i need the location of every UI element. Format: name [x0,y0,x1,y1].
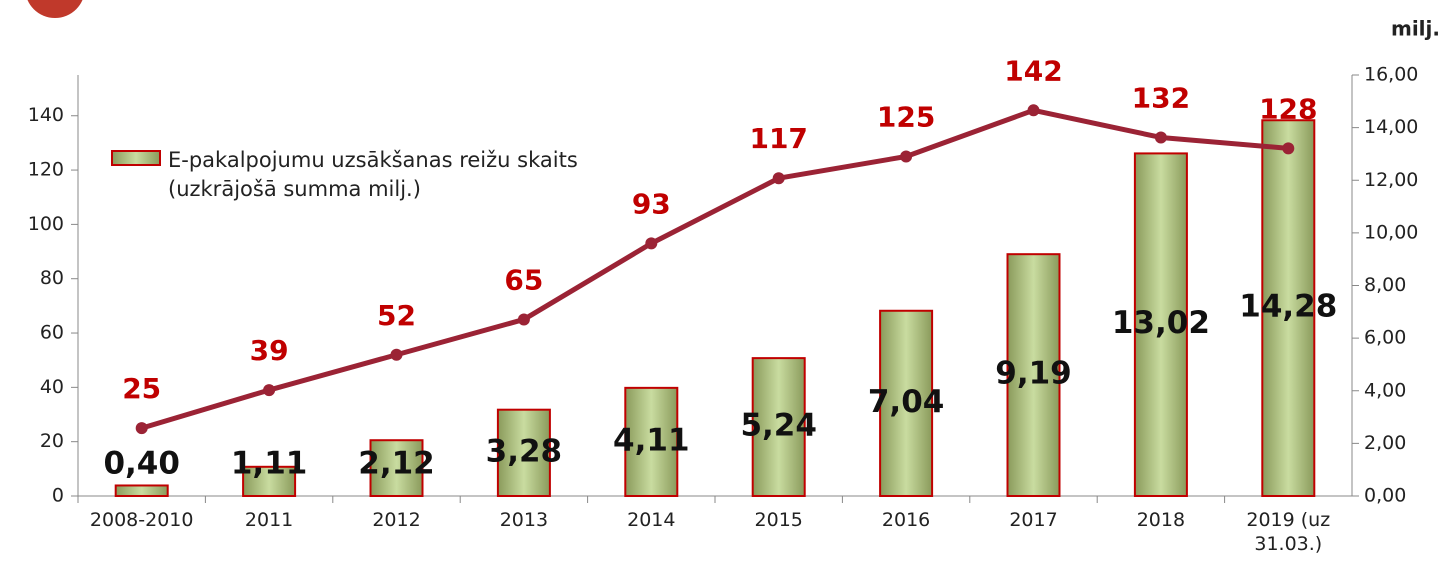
y2-tick-label: 6,00 [1364,327,1406,349]
logo-icon [27,0,83,18]
line-value-label: 142 [1004,54,1062,87]
x-tick-label: 2012 [372,509,421,531]
line-point [390,348,403,361]
x-tick-label: 2013 [499,509,549,531]
bar [369,439,424,497]
bar [624,386,679,497]
line-point [900,150,913,163]
bar [1261,119,1316,497]
bar-value-label: 9,19 [995,356,1072,392]
bar-value-label: 0,40 [103,446,180,482]
y-tick-label: 60 [40,322,64,344]
x-tick-label: 2011 [244,509,294,531]
y-tick-label: 80 [40,267,64,289]
y-tick-label: 0 [52,485,64,507]
bar-value-label: 5,24 [740,408,817,444]
bar [242,465,297,497]
legend-label: E-pakalpojumu uzsākšanas reižu skaits (u… [168,148,578,201]
y2-tick-label: 2,00 [1364,432,1406,454]
line-value-label: 52 [377,299,416,332]
bar-value-label: 3,28 [486,433,563,469]
y-tick-label: 40 [40,376,64,398]
y-tick-label: 120 [28,159,64,181]
bar [114,484,169,498]
unit-label: milj. [1391,17,1440,41]
bar-value-label: 4,11 [613,422,690,458]
line-point [772,172,785,185]
line [140,107,1289,431]
bar [1006,253,1061,497]
bar [751,357,806,497]
line-point [645,237,658,250]
line-point [1027,104,1040,117]
y2-tick-label: 4,00 [1364,379,1406,401]
line-point [1154,131,1167,144]
x-tick-label: 2015 [754,509,803,531]
y-tick-label: 20 [40,430,64,452]
x-tick-label: 2018 [1136,509,1186,531]
bar [1133,152,1188,497]
y-tick-label: 100 [28,213,64,235]
line-value-label: 39 [250,334,289,367]
line-value-label: 25 [122,372,161,405]
line-value-label: 132 [1132,81,1190,114]
line-value-label: 93 [632,187,671,220]
bar-value-label: 14,28 [1239,289,1337,325]
y2-tick-label: 14,00 [1364,116,1418,138]
bar [879,309,934,498]
y2-tick-label: 16,00 [1364,64,1418,86]
line-value-label: 65 [504,263,543,296]
bar-value-label: 7,04 [868,384,945,420]
x-tick-label: 2017 [1009,509,1058,531]
line-point [263,384,276,397]
line-value-label: 128 [1259,92,1317,125]
bar-value-label: 13,02 [1112,305,1210,341]
bar [496,408,551,498]
x-tick-label: 2008-2010 [89,509,194,531]
legend-swatch [111,150,161,166]
y2-tick-label: 12,00 [1364,169,1418,191]
y-tick-label: 140 [28,104,64,126]
line-point [517,313,530,326]
bar-value-label: 1,11 [231,446,308,482]
line-point [1282,142,1295,155]
line-value-label: 125 [877,100,935,133]
bar-value-label: 2,12 [358,446,435,482]
y2-tick-label: 10,00 [1364,221,1418,243]
line-value-label: 117 [749,122,807,155]
x-tick-label: 2019 (uz 31.03.) [1246,509,1331,555]
line-point [135,422,148,435]
y2-tick-label: 8,00 [1364,274,1406,296]
x-tick-label: 2014 [627,509,676,531]
y2-tick-label: 0,00 [1364,485,1406,507]
x-tick-label: 2016 [881,509,931,531]
